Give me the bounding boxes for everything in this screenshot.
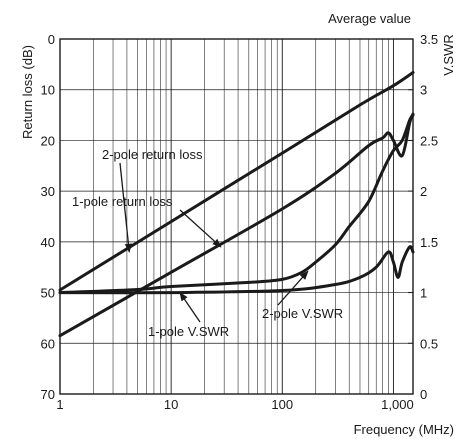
annotation-1-pole-vswr: 1-pole V.SWR [148, 324, 229, 339]
x-tick-labels: 1 10 100 1,000 [56, 397, 413, 412]
annotation-leaders [119, 162, 309, 323]
series-layer [58, 71, 415, 338]
series-line-2-pole-return-loss [58, 71, 415, 292]
y-tick-label: 20 [41, 133, 55, 148]
leader-2-pole-vswr [277, 270, 309, 306]
y-tick-labels: 0 10 20 30 40 50 60 70 [41, 32, 55, 402]
plot-frame [59, 38, 414, 395]
series-line-2-pole-v-swr [58, 113, 415, 295]
y2-tick-label: 2 [420, 184, 427, 199]
y2-tick-label: 3.5 [420, 32, 438, 47]
y2-axis-label: V.SWR [441, 34, 456, 75]
y-tick-label: 10 [41, 83, 55, 98]
y-tick-label: 70 [41, 387, 55, 402]
y2-tick-label: 0 [420, 387, 427, 402]
series-line-1-pole-return-loss [58, 112, 415, 338]
chart-title: Average value [328, 11, 411, 26]
y-tick-label: 40 [41, 235, 55, 250]
annotation-1-pole-return-loss: 1-pole return loss [72, 194, 173, 209]
x-tick-label: 10 [164, 397, 178, 412]
x-tick-label: 100 [271, 397, 293, 412]
annotation-2-pole-vswr: 2-pole V.SWR [262, 306, 343, 321]
x-tick-label: 1 [56, 397, 63, 412]
y-tick-label: 30 [41, 184, 55, 199]
y2-tick-label: 2.5 [420, 133, 438, 148]
y2-tick-label: 1 [420, 286, 427, 301]
y-tick-label: 50 [41, 286, 55, 301]
y2-tick-label: 0.5 [420, 336, 438, 351]
y-axis-label: Return loss (dB) [20, 45, 35, 139]
leader-1-pole-return-loss [179, 209, 222, 248]
y-tick-label: 60 [41, 336, 55, 351]
grid [60, 38, 413, 395]
x-axis-label: Frequency (MHz) [354, 422, 454, 437]
y2-tick-label: 3 [420, 83, 427, 98]
y-tick-label: 0 [48, 32, 55, 47]
annotation-2-pole-return-loss: 2-pole return loss [102, 147, 203, 162]
y2-tick-label: 1.5 [420, 235, 438, 250]
x-tick-label: 1,000 [381, 397, 414, 412]
y2-tick-labels: 3.5 3 2.5 2 1.5 1 0.5 0 [420, 32, 438, 402]
leader-2-pole-return-loss [119, 162, 133, 253]
leader-1-pole-vswr [179, 291, 201, 323]
series-line-1-pole-v-swr [58, 245, 415, 295]
